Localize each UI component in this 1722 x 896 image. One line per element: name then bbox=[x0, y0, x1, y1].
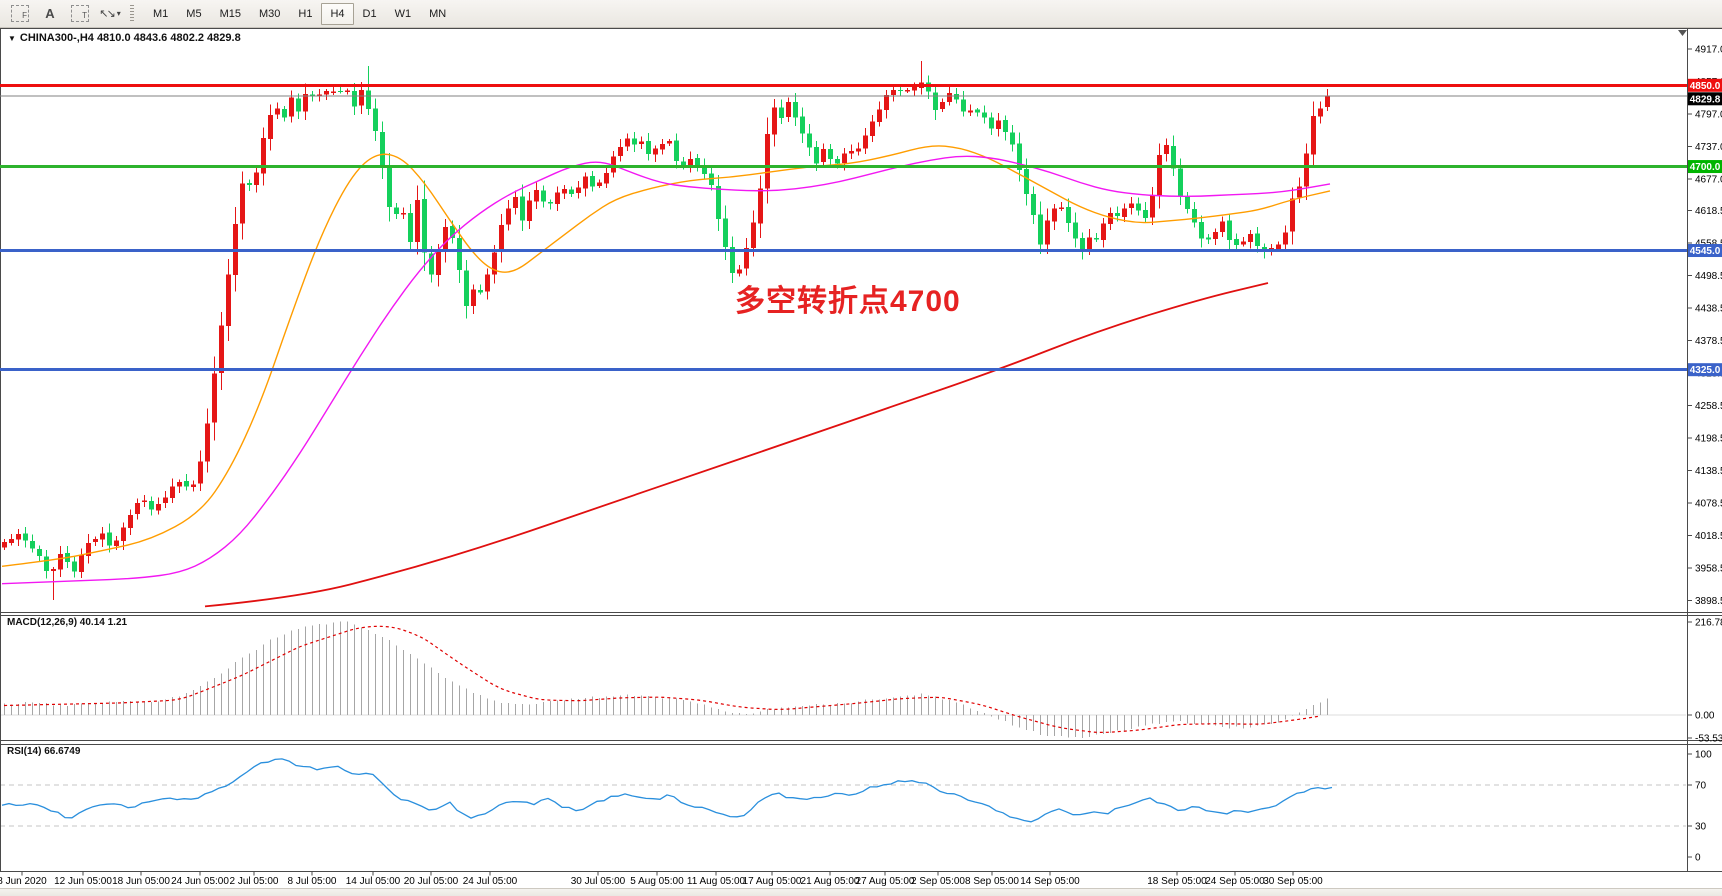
svg-text:4917.0: 4917.0 bbox=[1695, 45, 1722, 56]
svg-text:4378.5: 4378.5 bbox=[1695, 336, 1722, 347]
date-label: 24 Sep 05:00 bbox=[1205, 876, 1265, 887]
svg-text:4737.0: 4737.0 bbox=[1695, 142, 1722, 153]
text-label-tool-glyph: T bbox=[71, 5, 89, 22]
date-label: 24 Jun 05:00 bbox=[171, 876, 229, 887]
timeframe-buttons: M1 M5 M15 M30 H1 H4 D1 W1 MN bbox=[144, 2, 455, 25]
macd-label: MACD(12,26,9) 40.14 1.21 bbox=[7, 617, 128, 628]
arrows-tool-glyph: ↖↘ bbox=[99, 8, 116, 20]
svg-text:4018.5: 4018.5 bbox=[1695, 531, 1722, 542]
price-badge-4850.0 bbox=[1688, 78, 1722, 92]
timeframe-mn-button[interactable]: MN bbox=[429, 7, 447, 20]
date-label: 14 Sep 05:00 bbox=[1020, 876, 1080, 887]
arrows-tool-icon[interactable]: ↖↘ ▾ bbox=[98, 3, 122, 25]
svg-text:70: 70 bbox=[1695, 780, 1707, 791]
ma-slow-line bbox=[204, 282, 1269, 608]
date-label: 2 Jul 05:00 bbox=[230, 876, 279, 887]
timeframe-m15-button[interactable]: M15 bbox=[219, 7, 241, 20]
rsi-line bbox=[1, 758, 1333, 823]
date-label: 21 Aug 05:00 bbox=[801, 876, 860, 887]
text-label-tool-icon[interactable]: T bbox=[68, 3, 92, 25]
timeframe-d1-button[interactable]: D1 bbox=[362, 7, 377, 20]
svg-text:3958.5: 3958.5 bbox=[1695, 564, 1722, 575]
date-label: 14 Jul 05:00 bbox=[346, 876, 401, 887]
drawing-tools: F A T ↖↘ ▾ bbox=[8, 3, 122, 25]
macd-signal-line bbox=[3, 625, 1321, 734]
svg-text:4498.5: 4498.5 bbox=[1695, 271, 1722, 282]
date-label: 2 Sep 05:00 bbox=[911, 876, 965, 887]
text-tool-icon[interactable]: A bbox=[38, 3, 62, 25]
svg-text:100: 100 bbox=[1695, 750, 1712, 761]
collapse-icon[interactable]: ▼ bbox=[8, 33, 16, 43]
svg-text:216.78: 216.78 bbox=[1695, 618, 1722, 629]
svg-text:4850.0: 4850.0 bbox=[1690, 81, 1721, 92]
toolbar: F A T ↖↘ ▾ M1 M5 M15 M30 H1 H4 D1 W1 MN bbox=[0, 0, 1722, 28]
chart-symbol-header: ▼ CHINA300-,H4 4810.0 4843.6 4802.2 4829… bbox=[8, 32, 241, 44]
candlestick-series bbox=[1, 60, 1331, 608]
timeframe-h1-button[interactable]: H1 bbox=[298, 7, 313, 20]
macd-panel bbox=[1, 621, 1686, 739]
svg-text:4545.0: 4545.0 bbox=[1690, 246, 1721, 257]
svg-text:4258.5: 4258.5 bbox=[1695, 401, 1722, 412]
svg-text:4700.0: 4700.0 bbox=[1690, 162, 1721, 173]
svg-text:4438.5: 4438.5 bbox=[1695, 304, 1722, 315]
date-label: 27 Aug 05:00 bbox=[856, 876, 915, 887]
chart-text-annotation[interactable]: 多空转折点4700 bbox=[735, 285, 961, 318]
date-label: 12 Jun 05:00 bbox=[54, 876, 112, 887]
symbol-ohlc-text: CHINA300-,H4 4810.0 4843.6 4802.2 4829.8 bbox=[19, 32, 241, 44]
price-badge-4325.0 bbox=[1688, 363, 1722, 377]
date-label: 30 Sep 05:00 bbox=[1263, 876, 1323, 887]
date-label: 17 Aug 05:00 bbox=[743, 876, 802, 887]
date-label: 24 Jul 05:00 bbox=[463, 876, 518, 887]
date-label: 30 Jul 05:00 bbox=[571, 876, 626, 887]
svg-text:0: 0 bbox=[1695, 853, 1701, 864]
timeframe-m1-button[interactable]: M1 bbox=[153, 7, 169, 20]
svg-text:4829.8: 4829.8 bbox=[1690, 94, 1721, 105]
status-bar bbox=[0, 888, 1722, 896]
ma-medium-line bbox=[1, 155, 1331, 585]
price-badge-4700.0 bbox=[1688, 160, 1722, 174]
date-label: 18 Jun 05:00 bbox=[112, 876, 170, 887]
text-tool-glyph: A bbox=[45, 6, 55, 21]
date-label: 11 Aug 05:00 bbox=[687, 876, 746, 887]
svg-text:4325.0: 4325.0 bbox=[1690, 365, 1721, 376]
timeframe-m5-button[interactable]: M5 bbox=[186, 7, 202, 20]
date-label: 20 Jul 05:00 bbox=[404, 876, 459, 887]
rsi-label: RSI(14) 66.6749 bbox=[7, 746, 81, 757]
date-label: 8 Jul 05:00 bbox=[288, 876, 337, 887]
toolbar-grip[interactable] bbox=[130, 4, 134, 23]
date-label: 5 Aug 05:00 bbox=[630, 876, 684, 887]
date-label: 8 Jun 2020 bbox=[0, 876, 47, 887]
box-f-tool-glyph: F bbox=[11, 5, 29, 22]
svg-text:4198.5: 4198.5 bbox=[1695, 434, 1722, 445]
price-badge-4829.8 bbox=[1688, 92, 1722, 106]
date-label: 8 Sep 05:00 bbox=[965, 876, 1019, 887]
box-f-tool-icon[interactable]: F bbox=[8, 3, 32, 25]
date-label: 18 Sep 05:00 bbox=[1147, 876, 1207, 887]
svg-text:3898.5: 3898.5 bbox=[1695, 596, 1722, 607]
timeframe-m30-button[interactable]: M30 bbox=[258, 7, 281, 20]
timeframe-w1-button[interactable]: W1 bbox=[394, 7, 412, 20]
svg-text:30: 30 bbox=[1695, 822, 1707, 833]
svg-text:4078.5: 4078.5 bbox=[1695, 499, 1722, 510]
svg-text:4677.0: 4677.0 bbox=[1695, 175, 1722, 186]
svg-text:0.00: 0.00 bbox=[1695, 711, 1715, 722]
rsi-panel bbox=[1, 758, 1686, 827]
svg-text:-53.53: -53.53 bbox=[1695, 733, 1722, 744]
price-badge-4545.0 bbox=[1688, 244, 1722, 258]
timeframe-h4-button[interactable]: H4 bbox=[321, 2, 354, 25]
ma-fast-line bbox=[1, 145, 1331, 568]
svg-text:4797.0: 4797.0 bbox=[1695, 110, 1722, 121]
svg-text:4138.5: 4138.5 bbox=[1695, 466, 1722, 477]
arrows-dropdown-caret-icon[interactable]: ▾ bbox=[116, 9, 121, 18]
svg-text:4618.5: 4618.5 bbox=[1695, 206, 1722, 217]
